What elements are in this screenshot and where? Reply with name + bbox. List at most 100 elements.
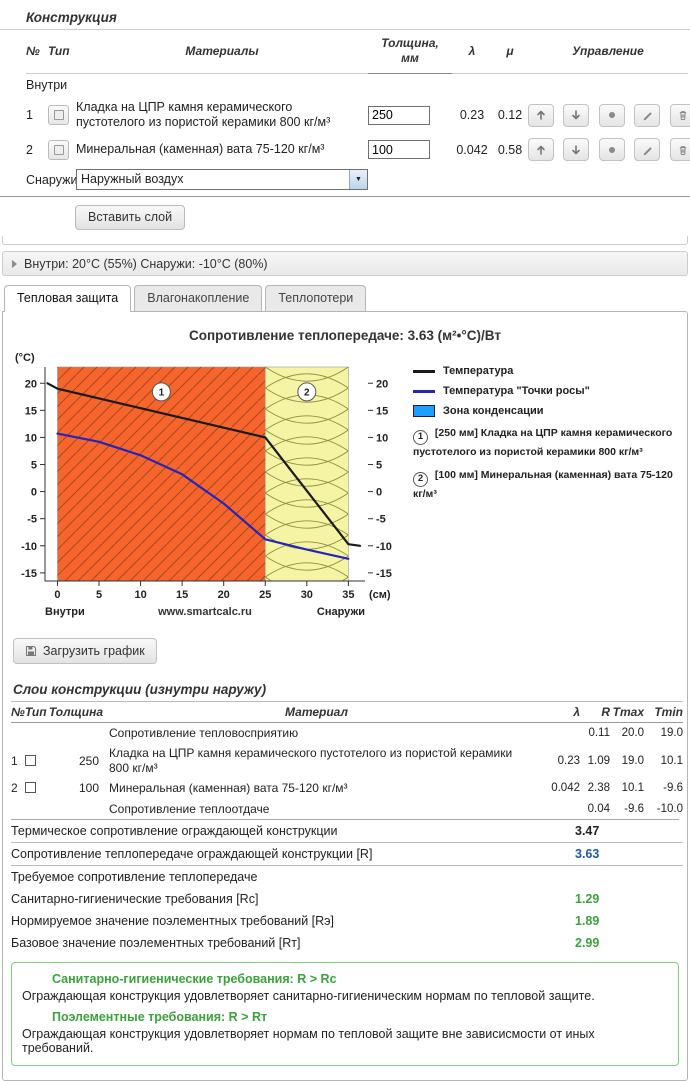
move-layer-up-button[interactable] [528, 138, 554, 161]
chevron-down-icon: ▼ [349, 170, 367, 189]
svg-text:10: 10 [134, 589, 146, 601]
outside-environment-select[interactable]: Наружный воздух ▼ [76, 169, 368, 190]
col-tmin: Tmin [644, 701, 683, 723]
dot-icon [608, 146, 615, 153]
layer-type-checkbox[interactable] [48, 139, 69, 160]
mu-value: 0.12 [497, 108, 523, 122]
temperature-line-swatch [413, 369, 435, 373]
arrow-up-icon [537, 145, 545, 155]
tab-heat-loss[interactable]: Теплопотери [265, 285, 367, 311]
col-material: Материал [105, 701, 528, 723]
chart-title: Сопротивление теплопередаче: 3.63 (м²•°С… [189, 328, 501, 343]
dot-icon [608, 112, 615, 118]
thermal-protection-panel: Сопротивление теплопередаче: 3.63 (м²•°С… [2, 311, 688, 1081]
summary-row: Нормируемое значение поэлементных требов… [11, 913, 600, 928]
layer-type-checkbox[interactable] [48, 105, 69, 125]
construction-table: № Тип Материалы Толщина, мм λ μ Управлен… [26, 30, 690, 194]
tab-bar: Тепловая защита Влагонакопление Теплопотер… [4, 284, 690, 312]
layers-section-title: Слои конструкции (изнутри наружу) [13, 682, 267, 697]
thickness-input[interactable] [368, 140, 430, 159]
col-control: Управление [528, 30, 688, 74]
outside-label: Снаружи [26, 172, 78, 187]
insert-layer-button[interactable]: Вставить слой [75, 205, 186, 230]
col-tmax: Tmax [610, 701, 644, 723]
layers-header-row: № Тип Толщина Материал λ R Tmax Tmin [11, 701, 683, 723]
svg-text:-10: -10 [21, 541, 37, 553]
thickness-input[interactable] [368, 105, 430, 125]
summary-row: Термическое сопротивление ограждающей ко… [11, 820, 683, 843]
dew-point-line-swatch [413, 389, 435, 393]
svg-text:0: 0 [54, 589, 60, 601]
thermal-resistance-value: 3.47 [575, 823, 600, 838]
legend-layer-2: 2 [100 мм] Минеральная (каменная) вата 7… [413, 469, 673, 500]
edit-layer-button[interactable] [634, 103, 661, 127]
svg-text:-10: -10 [376, 541, 392, 553]
checkbox-icon [53, 110, 64, 120]
svg-text:1: 1 [159, 387, 165, 398]
layer-marker-button[interactable] [598, 138, 625, 161]
legend-item-condensation: Зона конденсации [413, 405, 679, 417]
pencil-icon [644, 147, 652, 155]
move-layer-down-button[interactable] [563, 138, 590, 161]
svg-text:www.smartcalc.ru: www.smartcalc.ru [157, 606, 252, 618]
legend-layer-1: 1 [250 мм] Кладка на ЦПР камня керамичес… [413, 427, 673, 458]
results-summary: Термическое сопротивление ограждающей ко… [11, 820, 683, 954]
svg-text:0: 0 [31, 487, 37, 499]
checkbox-icon [53, 144, 64, 155]
col-num: № [11, 701, 25, 723]
layer-row: 1 Кладка на ЦПР камня керамического пуст… [26, 96, 690, 134]
svg-text:5: 5 [376, 460, 382, 472]
svg-text:30: 30 [301, 589, 313, 601]
normative-requirement-value: 1.89 [575, 913, 600, 928]
row-checkbox[interactable] [25, 754, 36, 766]
svg-text:-5: -5 [27, 514, 37, 526]
delete-layer-button[interactable] [669, 103, 690, 127]
construction-section: Конструкция № Тип Материалы Толщина, мм … [0, 0, 690, 245]
move-layer-up-button[interactable] [528, 103, 554, 127]
divider [0, 196, 690, 197]
layer-number: 2 [26, 142, 33, 157]
svg-text:25: 25 [259, 589, 271, 601]
svg-text:20: 20 [376, 378, 388, 390]
summary-row: Санитарно-гигиенические требования [Rc] … [11, 891, 600, 906]
requirement-text: Ограждающая конструкция удовлетворяет са… [22, 988, 595, 1003]
tab-thermal-protection[interactable]: Тепловая защита [4, 285, 132, 312]
conditions-text: Внутри: 20°C (55%) Снаружи: -10°C (80%) [24, 256, 268, 271]
svg-text:Снаружи: Снаружи [317, 606, 365, 618]
lambda-value: 0.042 [456, 142, 488, 157]
arrow-up-icon [537, 110, 545, 120]
tab-moisture[interactable]: Влагонакопление [134, 285, 263, 311]
summary-row: Сопротивление теплопередаче ограждающей … [11, 843, 683, 866]
col-lambda: λ [452, 30, 492, 74]
edit-layer-button[interactable] [634, 138, 661, 161]
svg-text:15: 15 [25, 405, 37, 417]
svg-text:10: 10 [376, 432, 388, 444]
download-chart-button[interactable]: Загрузить график [13, 638, 157, 664]
requirement-heading: Санитарно-гигиенические требования: R > … [52, 971, 337, 986]
svg-text:15: 15 [376, 405, 388, 417]
layer-number: 1 [26, 108, 33, 122]
conditions-accordion[interactable]: Внутри: 20°C (55%) Снаружи: -10°C (80%) [2, 251, 688, 276]
svg-text:-15: -15 [21, 568, 37, 580]
col-thickness: Толщина, мм [368, 30, 452, 74]
condensation-zone-swatch [413, 405, 435, 417]
move-layer-down-button[interactable] [563, 103, 590, 127]
layer-row: 2 Минеральная (каменная) вата 75-120 кг/… [26, 134, 690, 165]
delete-layer-button[interactable] [669, 138, 690, 161]
inside-row: Внутри [26, 74, 688, 97]
arrow-down-icon [572, 144, 581, 154]
table-row: Сопротивление тепловосприятию 0.11 20.0 … [109, 726, 683, 740]
divider [0, 29, 690, 30]
svg-text:20: 20 [25, 378, 37, 390]
layer-marker-button[interactable] [598, 103, 625, 127]
svg-text:5: 5 [96, 589, 102, 601]
requirement-text: Ограждающая конструкция удовлетворяет но… [22, 1026, 595, 1055]
lambda-value: 0.23 [459, 108, 485, 122]
table-row: Сопротивление теплоотдаче 0.04 -9.6 -10.… [109, 801, 683, 816]
col-lambda: λ [528, 701, 580, 723]
expand-arrow-icon [12, 259, 17, 268]
svg-text:15: 15 [176, 589, 188, 601]
col-mu: μ [492, 30, 528, 74]
row-checkbox[interactable] [25, 782, 36, 794]
svg-text:(см): (см) [369, 589, 391, 601]
